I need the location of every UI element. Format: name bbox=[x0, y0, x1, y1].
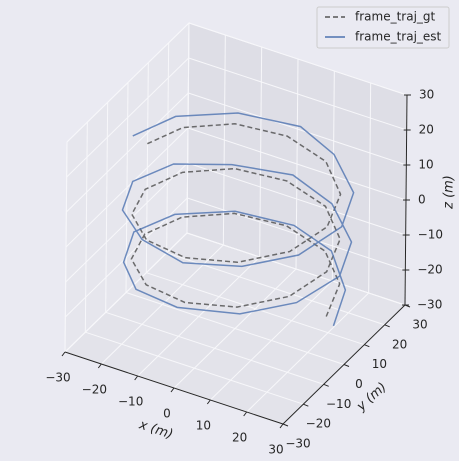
trajectory-line bbox=[130, 123, 342, 317]
y-tick-label: 30 bbox=[412, 318, 427, 332]
grid-line bbox=[65, 92, 189, 213]
grid-line bbox=[187, 162, 406, 236]
x-tick-label: −30 bbox=[45, 371, 70, 385]
grid-line bbox=[186, 232, 406, 306]
grid-line bbox=[66, 57, 190, 178]
legend: frame_traj_gt frame_traj_est bbox=[316, 6, 450, 49]
y-tick-label: −10 bbox=[326, 397, 351, 411]
x-tick-label: −10 bbox=[118, 395, 143, 409]
y-tick-label: −20 bbox=[306, 417, 331, 431]
y-tick bbox=[364, 344, 370, 348]
grid-line bbox=[188, 92, 407, 166]
grid-line bbox=[146, 272, 365, 346]
z-tick-label: 10 bbox=[418, 158, 433, 172]
x-tick bbox=[170, 387, 175, 393]
y-tick bbox=[384, 324, 390, 328]
y-tick bbox=[282, 423, 289, 427]
y-tick-label: 10 bbox=[372, 357, 387, 371]
x-tick-label: 10 bbox=[196, 419, 211, 433]
trajectory-line bbox=[121, 112, 355, 327]
grid-line bbox=[166, 252, 385, 326]
x-axis-label: x (m) bbox=[136, 417, 175, 442]
z-tick-label: −30 bbox=[417, 298, 442, 312]
x-tick-label: −20 bbox=[82, 383, 107, 397]
grid-line bbox=[66, 22, 190, 143]
z-tick-label: −20 bbox=[417, 263, 442, 277]
z-tick-label: −10 bbox=[418, 228, 443, 242]
z-tick-label: 20 bbox=[419, 123, 434, 137]
x-tick bbox=[97, 363, 102, 369]
z-tick-label: 0 bbox=[418, 193, 426, 207]
y-tick bbox=[323, 383, 329, 387]
grid-line bbox=[65, 127, 189, 248]
x-tick-label: 0 bbox=[163, 407, 171, 421]
z-tick-label: 30 bbox=[419, 88, 434, 102]
x-tick bbox=[279, 423, 284, 429]
x-tick bbox=[243, 411, 248, 417]
grid-line bbox=[105, 311, 324, 385]
grid-line bbox=[65, 162, 189, 283]
legend-label: frame_traj_gt bbox=[355, 10, 436, 24]
x-tick bbox=[206, 399, 211, 405]
grid-line bbox=[187, 197, 406, 271]
legend-box bbox=[316, 6, 450, 49]
y-tick-label: −30 bbox=[285, 437, 310, 451]
grid-line bbox=[187, 127, 407, 201]
legend-label: frame_traj_est bbox=[355, 30, 442, 44]
y-tick bbox=[343, 364, 350, 367]
y-tick bbox=[303, 403, 309, 407]
y-tick-label: 20 bbox=[392, 337, 407, 351]
x-tick-label: 20 bbox=[232, 431, 247, 445]
x-tick-label: 30 bbox=[268, 443, 283, 457]
x-tick bbox=[134, 375, 139, 381]
grid-line bbox=[85, 331, 304, 405]
grid-line bbox=[188, 57, 407, 131]
x-tick bbox=[61, 351, 66, 357]
grid-line bbox=[125, 292, 345, 365]
y-tick-label: 0 bbox=[355, 377, 363, 391]
z-axis-label: z (m) bbox=[442, 175, 457, 210]
grid-line bbox=[188, 22, 408, 96]
